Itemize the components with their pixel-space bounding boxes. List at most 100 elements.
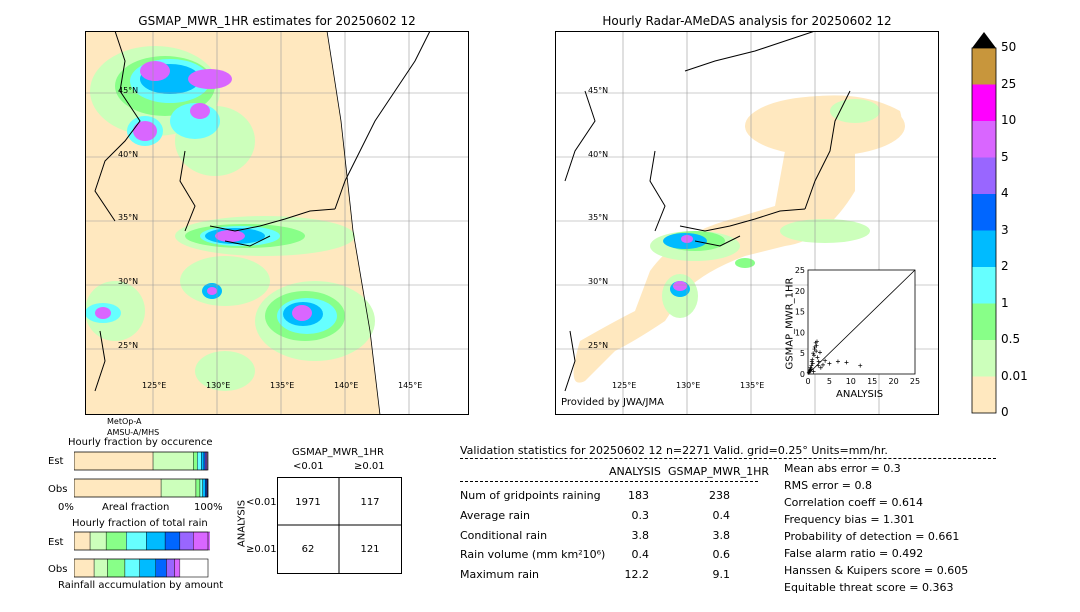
left-lat-label: 40°N [118, 150, 139, 159]
scatter-point [806, 370, 811, 375]
colorbar-block [972, 157, 996, 194]
colorbar-label: 5 [1001, 149, 1009, 164]
scatter-ytick: 15 [795, 308, 805, 317]
stat-gsmap: 238 [709, 489, 730, 502]
fraction-bar-segment [174, 558, 181, 578]
fraction-bar-segment [205, 478, 207, 498]
stat-label: Maximum rain [460, 568, 539, 581]
scatter-ytick: 0 [800, 370, 805, 379]
contingency-cell: 62 [301, 544, 315, 555]
contingency-cell: 121 [360, 544, 380, 555]
occurrence-title: Hourly fraction by occurence [68, 437, 213, 448]
colorbar-block [972, 48, 996, 85]
scatter-point [815, 355, 820, 360]
occurrence-row-obs: Obs [48, 484, 68, 495]
scatter-ytick: 10 [795, 328, 805, 337]
scatter-point [811, 353, 816, 358]
left-lat-label: 45°N [118, 86, 139, 95]
fraction-bar-segment [197, 451, 202, 471]
scatter-point [812, 347, 817, 352]
stat-gsmap: 0.6 [712, 548, 731, 561]
stat-label: Conditional rain [460, 529, 548, 542]
occurrence-bars [74, 451, 209, 498]
scatter-points [806, 339, 863, 375]
stat-label: Rain volume (mm km²10⁶) [460, 548, 606, 561]
total-rain-bars [74, 531, 210, 578]
sensor-label: AMSU-A/MHS [107, 428, 160, 437]
left-map [85, 31, 469, 415]
colorbar-label: 1 [1001, 295, 1009, 310]
colorbar-label: 0 [1001, 405, 1009, 419]
scatter-ytick: 5 [800, 349, 805, 358]
scatter-point [811, 369, 816, 374]
right-lon-label: 125°E [612, 381, 637, 390]
scatter-point [814, 349, 819, 354]
right-map [555, 31, 939, 415]
scatter-xtick: 15 [867, 377, 877, 386]
fraction-bar-segment [195, 478, 201, 498]
left-lon-label: 130°E [206, 381, 231, 390]
contingency-col-1: <0.01 [293, 461, 324, 472]
scatter-point [823, 358, 828, 363]
fraction-bar-segment [203, 451, 206, 471]
stat-analysis: 183 [628, 489, 649, 502]
data-credit: Provided by JWA/JMA [561, 397, 664, 408]
colorbar-label: 4 [1001, 186, 1009, 200]
right-lat-label: 30°N [588, 277, 609, 286]
fraction-bar-segment [205, 451, 207, 471]
right-lat-label: 25°N [588, 341, 609, 350]
right-lat-label: 40°N [588, 150, 609, 159]
right-lat-label: 35°N [588, 213, 609, 222]
contingency-row-2: ≥0.01 [246, 544, 277, 555]
fraction-bar-segment [105, 531, 127, 551]
fraction-bar-segment [126, 531, 147, 551]
score-line: RMS error = 0.8 [784, 479, 872, 492]
scatter-point [844, 360, 849, 365]
fraction-bar-segment [74, 531, 91, 551]
contingency-cell: 1971 [295, 497, 321, 508]
stat-label: Num of gridpoints raining [460, 489, 601, 502]
scatter-ylabel: GSMAP_MWR_1HR [784, 277, 796, 370]
fraction-bar-segment [193, 531, 210, 551]
colorbar-block [972, 303, 996, 340]
contingency-grid [277, 477, 402, 574]
left-lon-label: 125°E [142, 381, 167, 390]
stat-gsmap: 0.4 [712, 509, 731, 522]
stat-label: Average rain [460, 509, 530, 522]
fraction-bar-segment [164, 531, 181, 551]
fraction-bar-segment [201, 451, 205, 471]
left-lat-label: 30°N [118, 277, 139, 286]
total-rain-title: Hourly fraction of total rain [72, 518, 208, 529]
scatter-point [814, 339, 819, 344]
left-lat-label: 35°N [118, 213, 139, 222]
scatter-point [820, 362, 825, 367]
fraction-bar-segment [166, 558, 175, 578]
colorbar-label: 2 [1001, 259, 1009, 273]
colorbar-label: 25 [1001, 76, 1017, 91]
fraction-bar-segment [199, 478, 203, 498]
scatter-point [809, 359, 814, 364]
fraction-bar-segment [74, 451, 154, 471]
scatter-xtick: 20 [889, 377, 899, 386]
stat-analysis: 3.8 [631, 529, 650, 542]
fraction-bar-segment [202, 478, 206, 498]
scatter-ytick: 25 [795, 266, 805, 275]
left-lon-label: 145°E [398, 381, 423, 390]
colorbar-label: 3 [1001, 222, 1009, 237]
scatter-point [817, 350, 822, 355]
colorbar-block [972, 340, 996, 377]
colorbar-label: 0.5 [1001, 332, 1021, 346]
validation-col-underline [460, 481, 758, 482]
score-line: Frequency bias = 1.301 [784, 513, 915, 526]
fraction-bar-segment [193, 451, 198, 471]
score-line: False alarm ratio = 0.492 [784, 547, 924, 560]
scatter-ytick: 20 [795, 287, 805, 296]
sensor-label: MetOp-A [107, 417, 142, 426]
fraction-bar-segment [155, 558, 167, 578]
stat-gsmap: 3.8 [712, 529, 731, 542]
total-rain-row-obs: Obs [48, 564, 68, 575]
colorbar-block [972, 376, 996, 413]
fraction-bar-segment [74, 478, 162, 498]
right-lon-label: 135°E [740, 381, 765, 390]
fraction-bar-segment [93, 558, 108, 578]
